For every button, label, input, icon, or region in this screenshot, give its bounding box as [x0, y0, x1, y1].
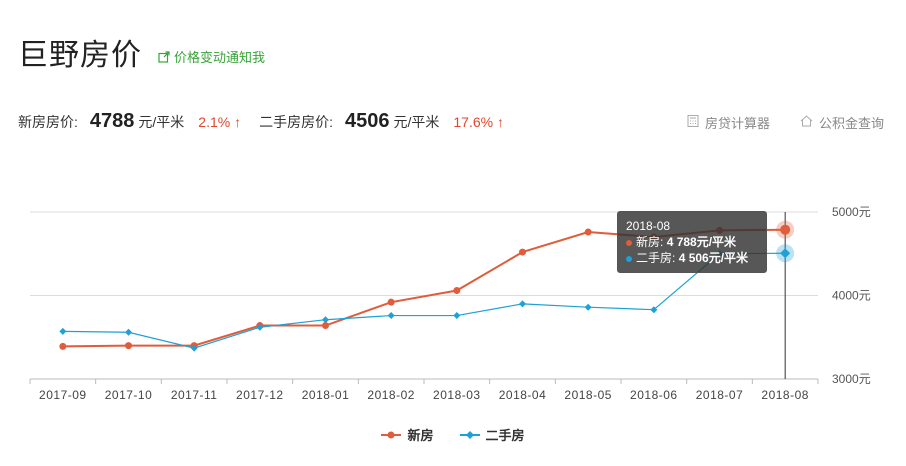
new-house-price-change: 2.1% ↑ — [198, 114, 241, 130]
resale-point — [453, 312, 461, 320]
new-house-point — [59, 342, 67, 350]
tooltip-new-row: 新房: 4 788元/平米 — [626, 234, 758, 250]
legend-new-label: 新房 — [407, 428, 434, 443]
page-title: 巨野房价 — [18, 39, 142, 72]
legend-item-resale[interactable]: 二手房 — [459, 425, 525, 444]
tool-links: 房贷计算器 公积金查询 — [687, 113, 884, 132]
tooltip-new-label: 新房: — [636, 235, 664, 249]
resale-series-dot — [626, 255, 632, 262]
new-house-change-value: 2.1% — [198, 114, 231, 130]
x-tick-label: 2018-02 — [367, 388, 415, 402]
resale-point — [780, 248, 791, 259]
y-tick-label: 5000元 — [832, 205, 871, 219]
chart-tooltip: 2018-08 新房: 4 788元/平米 二手房: 4 506元/平米 — [617, 211, 767, 273]
calculator-icon — [687, 115, 699, 130]
fund-query-link[interactable]: 公积金查询 — [800, 113, 884, 132]
legend-resale-label: 二手房 — [485, 428, 525, 443]
x-tick-label: 2018-05 — [564, 388, 612, 402]
home-icon — [800, 115, 813, 130]
x-tick-label: 2018-06 — [630, 388, 678, 402]
resale-change-value: 17.6% — [453, 114, 494, 130]
y-tick-label: 4000元 — [832, 289, 871, 303]
resale-point — [650, 306, 658, 314]
resale-point — [256, 323, 264, 331]
x-tick-label: 2017-09 — [39, 388, 87, 402]
resale-price-unit: 元/平米 — [393, 114, 440, 130]
resale-point — [125, 328, 132, 336]
new-series-dot — [626, 239, 632, 246]
tooltip-new-value: 4 788元/平米 — [666, 235, 737, 249]
resale-point — [322, 316, 329, 324]
legend-new-marker — [381, 431, 402, 438]
x-tick-label: 2018-03 — [433, 388, 481, 402]
legend-resale-marker — [459, 430, 480, 439]
tooltip-resale-label: 二手房: — [636, 251, 676, 265]
external-link-icon — [158, 50, 170, 63]
x-tick-label: 2017-11 — [171, 388, 218, 402]
new-house-price-value: 4788 — [89, 110, 135, 132]
new-house-point — [780, 224, 791, 235]
new-house-point — [387, 298, 395, 306]
fund-query-label: 公积金查询 — [818, 116, 884, 131]
loan-calculator-link[interactable]: 房贷计算器 — [687, 113, 770, 132]
y-tick-label: 3000元 — [832, 372, 871, 386]
new-house-point — [453, 286, 461, 294]
resale-point — [584, 303, 592, 311]
price-notify-label: 价格变动通知我 — [174, 50, 266, 65]
resale-point — [387, 312, 395, 320]
resale-point — [59, 327, 67, 335]
price-summary: 新房房价: 4788 元/平米 2.1% ↑ 二手房房价: 4506 元/平米 … — [18, 110, 522, 133]
x-tick-label: 2018-08 — [761, 388, 809, 402]
new-house-price-label: 新房房价: — [18, 114, 78, 130]
tooltip-resale-row: 二手房: 4 506元/平米 — [626, 250, 758, 266]
new-house-point — [322, 322, 329, 330]
resale-price-label: 二手房房价: — [259, 114, 333, 130]
chart-legend: 新房 二手房 — [0, 425, 906, 444]
up-arrow-icon: ↑ — [234, 114, 242, 130]
legend-item-new[interactable]: 新房 — [381, 425, 434, 444]
loan-calculator-label: 房贷计算器 — [704, 116, 770, 131]
resale-point — [190, 344, 198, 352]
price-notify-link[interactable]: 价格变动通知我 — [158, 47, 265, 66]
new-house-price-unit: 元/平米 — [138, 114, 185, 130]
resale-price-value: 4506 — [344, 110, 390, 132]
x-tick-label: 2017-10 — [105, 388, 153, 402]
up-arrow-icon: ↑ — [496, 114, 504, 130]
resale-price-change: 17.6% ↑ — [453, 114, 504, 130]
tooltip-resale-value: 4 506元/平米 — [678, 251, 749, 265]
x-tick-label: 2018-04 — [499, 388, 547, 402]
resale-line — [62, 252, 786, 349]
resale-point — [519, 300, 526, 308]
x-tick-label: 2018-07 — [696, 388, 744, 402]
new-house-point — [519, 248, 526, 256]
x-tick-label: 2018-01 — [302, 388, 350, 402]
new-house-point — [584, 228, 592, 236]
tooltip-title: 2018-08 — [626, 219, 671, 233]
x-tick-label: 2017-12 — [236, 388, 284, 402]
new-house-point — [125, 342, 132, 350]
